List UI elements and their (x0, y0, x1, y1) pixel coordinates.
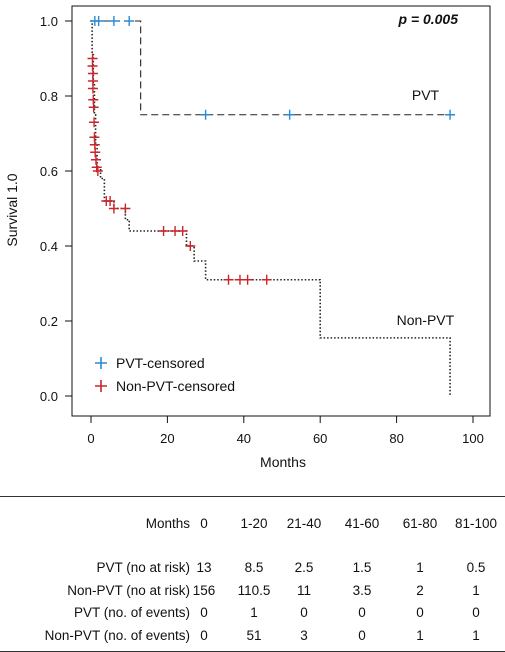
table-row-label: PVT (no at risk) (96, 560, 190, 575)
table-header-label: Months (145, 516, 190, 531)
non-pvt-censored-mark (105, 196, 116, 206)
table-cell: 11 (296, 582, 311, 598)
x-tick-label: 100 (462, 431, 484, 446)
y-tick-label: 0.4 (40, 239, 58, 254)
y-tick-label: 0.0 (40, 389, 58, 404)
table-cell: 0 (358, 605, 366, 620)
non-pvt-censored-mark (120, 203, 131, 214)
non-pvt-censored-mark (223, 274, 234, 285)
x-tick-label: 80 (389, 431, 403, 446)
table-cell: 0 (200, 627, 208, 643)
y-tick-label: 1.0 (40, 14, 58, 29)
table-cell: 3 (300, 627, 308, 643)
table-cell: 110.5 (237, 582, 271, 598)
survival-chart: 0 20 40 60 80 100 0.0 0.2 0.4 0.6 0.8 1.0 PVT Non-PV… (4, 5, 491, 470)
table-cell: 2 (416, 582, 424, 598)
table-column-header: 41-60 (344, 516, 380, 531)
table-cell: 0 (416, 605, 424, 620)
non-pvt-censored-mark (177, 226, 188, 236)
table-cell: 156 (192, 582, 216, 598)
x-tick-label: 0 (87, 431, 94, 446)
y-axis-label: Survival 1.0 (4, 173, 20, 246)
x-tick-label: 60 (313, 431, 327, 446)
table-cell: 13 (196, 560, 212, 575)
table-cell: 0 (200, 605, 208, 620)
pvt-censored-mark (124, 16, 135, 26)
non-pvt-censored-mark (90, 154, 101, 165)
pvt-censored-mark (445, 109, 456, 120)
table-column-header: 1-20 (240, 516, 268, 531)
table-row-label: PVT (no. of events) (73, 605, 190, 620)
plot-frame (71, 5, 491, 417)
non-pvt-censored-mark (89, 117, 100, 128)
censor-marks (87, 16, 456, 285)
non-pvt-censored-mark (90, 147, 101, 158)
survival-curves: PVT Non-PVT (91, 20, 455, 396)
table-cell: 0 (358, 627, 366, 643)
table-top-rule (0, 496, 505, 497)
table-cell: 3.5 (352, 582, 372, 598)
legend-pvt-censored-symbol (95, 357, 107, 369)
table-cell: 0.5 (466, 560, 486, 575)
table-cell: 2.5 (294, 560, 314, 575)
pvt-censored-mark (200, 109, 211, 120)
table-cell: 1 (416, 560, 424, 575)
y-tick-label: 0.8 (40, 89, 58, 104)
pvt-censored-mark (93, 16, 104, 26)
table-column-header: 61-80 (402, 516, 438, 531)
legend-non-pvt-censored-symbol (95, 380, 107, 392)
legend-pvt-censored-label: PVT-censored (116, 355, 205, 371)
table-cell: 0 (300, 605, 308, 620)
legend-non-pvt-censored-label: Non-PVT-censored (116, 378, 235, 394)
table-cell: 1 (472, 627, 480, 643)
table-cell: 8.5 (244, 560, 264, 575)
table-column-header: 21-40 (286, 516, 322, 531)
non-pvt-censored-mark (92, 166, 103, 176)
non-pvt-censored-mark (185, 241, 196, 251)
non-pvt-curve (91, 20, 451, 396)
table-cell: 1.5 (352, 560, 372, 575)
table-cell: 51 (246, 627, 262, 643)
non-pvt-censored-mark (242, 274, 253, 285)
x-axis-label: Months (260, 454, 306, 470)
p-value-annotation: p = 0.005 (397, 11, 458, 27)
non-pvt-curve-label: Non-PVT (397, 312, 455, 328)
table-cell: 1 (416, 627, 424, 643)
table-cell: 0 (472, 605, 480, 620)
table-cell: 1 (472, 582, 480, 598)
non-pvt-censored-mark (87, 83, 98, 94)
non-pvt-censored-mark (158, 226, 169, 236)
legend: PVT-censored Non-PVT-censored (95, 355, 235, 394)
pvt-curve (91, 20, 451, 116)
axes: 0 20 40 60 80 100 0.0 0.2 0.4 0.6 0.8 1.0 (40, 14, 484, 446)
pvt-curve-label: PVT (412, 87, 440, 103)
table-column-header: 0 (200, 516, 208, 531)
x-tick-label: 40 (237, 431, 251, 446)
pvt-censored-mark (108, 16, 119, 26)
table-row-label: Non-PVT (no at risk) (67, 582, 190, 598)
non-pvt-censored-mark (261, 274, 272, 285)
non-pvt-censored-mark (88, 102, 99, 113)
y-tick-label: 0.2 (40, 314, 58, 329)
table-row-label: Non-PVT (no. of events) (44, 627, 190, 643)
table-column-header: 81-100 (454, 516, 498, 531)
non-pvt-censored-mark (108, 203, 119, 214)
risk-table: Months 0 1-20 21-40 41-60 61-80 81-100 PVT (no… (0, 496, 505, 652)
x-tick-label: 20 (160, 431, 174, 446)
table-cell: 1 (250, 605, 258, 620)
y-tick-label: 0.6 (40, 164, 58, 179)
pvt-censored-mark (284, 109, 295, 120)
